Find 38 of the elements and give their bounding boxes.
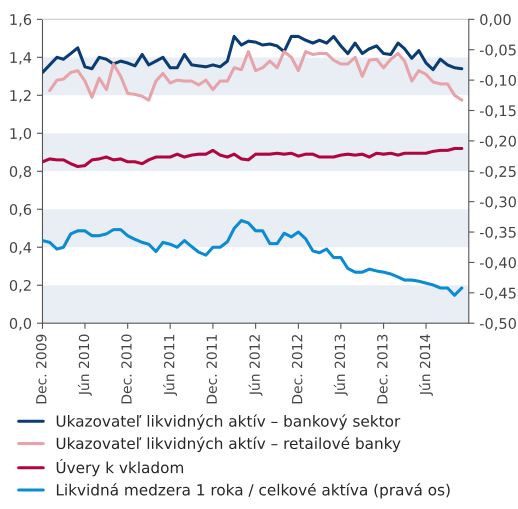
y2-tick-label: -0,10 <box>480 74 516 88</box>
y2-tick-label: -0,30 <box>480 196 516 209</box>
y-tick-label: 0,6 <box>10 204 32 216</box>
x-tick-label: Jún 2012 <box>248 335 262 396</box>
legend-label: Likvidná medzera 1 roka / celkové aktíva (pravá os) <box>56 483 450 499</box>
x-tick-label: Jún 2014 <box>419 334 433 396</box>
y-tick-label: 0,8 <box>10 166 32 179</box>
x-tick-label: Dec. 2010 <box>121 334 132 404</box>
legend-label: Ukazovateľ likvidných aktív – retailové banky <box>56 436 401 452</box>
y-tick-label: 0,2 <box>10 280 31 292</box>
x-tick-label: Dec. 2011 <box>206 334 217 404</box>
y2-tick-label: -0,05 <box>480 44 516 57</box>
y-tick-label: 1,2 <box>10 90 31 103</box>
line-series <box>48 50 464 102</box>
x-tick-label: Dec. 2013 <box>377 334 388 404</box>
y2-tick-label: -0,45 <box>480 288 516 300</box>
line-series <box>42 34 464 74</box>
x-tick-label: Dec. 2009 <box>36 334 47 404</box>
y2-tick-label: -0,40 <box>480 257 516 270</box>
x-tick-label: Dec. 2012 <box>292 335 302 404</box>
y-tick-label: 1,6 <box>10 14 32 27</box>
x-tick-label: Jún 2011 <box>163 334 178 396</box>
legend-label: Ukazovateľ likvidných aktív – bankový sektor <box>56 414 400 430</box>
x-tick-label: Jún 2010 <box>78 334 92 396</box>
y2-tick-label: -0,35 <box>480 226 516 240</box>
x-tick-label: Jún 2013 <box>334 334 348 396</box>
y2-tick-label: -0,50 <box>480 318 516 330</box>
line-series <box>42 146 464 168</box>
legend-label: Úvery k vkladom <box>56 458 184 476</box>
y-tick-label: 1,0 <box>10 128 32 141</box>
y2-tick-label: 0,00 <box>480 14 511 27</box>
y-tick-label: 0,0 <box>10 318 32 330</box>
y-tick-label: 0,4 <box>10 242 32 254</box>
y2-tick-label: -0,25 <box>480 166 516 179</box>
y2-tick-label: -0,20 <box>480 136 516 148</box>
y2-tick-label: -0,15 <box>480 105 516 118</box>
line-series <box>42 218 464 297</box>
y-tick-label: 1,4 <box>10 52 32 65</box>
